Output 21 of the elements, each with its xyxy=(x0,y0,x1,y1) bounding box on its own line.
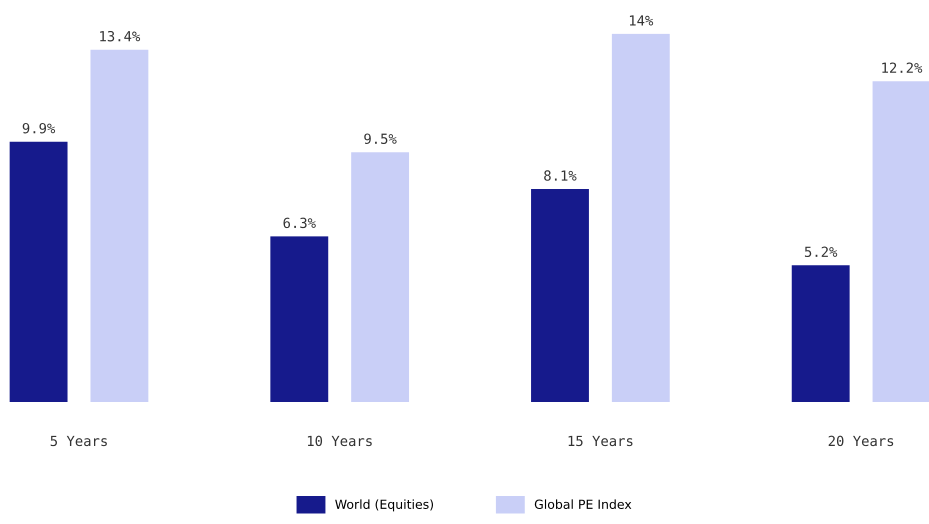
legend-label: World (Equities) xyxy=(335,499,434,512)
data-label: 14% xyxy=(630,15,654,26)
data-label: 6.3% xyxy=(283,218,316,228)
data-label: 9.9% xyxy=(22,122,56,134)
bar xyxy=(531,189,589,402)
bar xyxy=(612,34,670,402)
data-label: 13.4% xyxy=(100,30,140,42)
bar xyxy=(10,142,68,402)
data-label: 8.1% xyxy=(544,170,576,181)
legend-label: Global PE Index xyxy=(534,499,632,509)
bar xyxy=(90,50,148,402)
bar xyxy=(792,265,850,402)
x-tick-label: 10 Years xyxy=(308,436,372,446)
data-label: 9.5% xyxy=(364,133,397,144)
data-label: 5.2% xyxy=(804,246,838,258)
x-tick-label: 20 Years xyxy=(828,436,894,446)
data-label: 12.2% xyxy=(882,62,922,73)
bar xyxy=(270,236,328,402)
bar xyxy=(351,152,410,402)
x-tick-label: 15 Years xyxy=(568,436,632,446)
x-tick-label: 5 Years xyxy=(50,436,107,446)
